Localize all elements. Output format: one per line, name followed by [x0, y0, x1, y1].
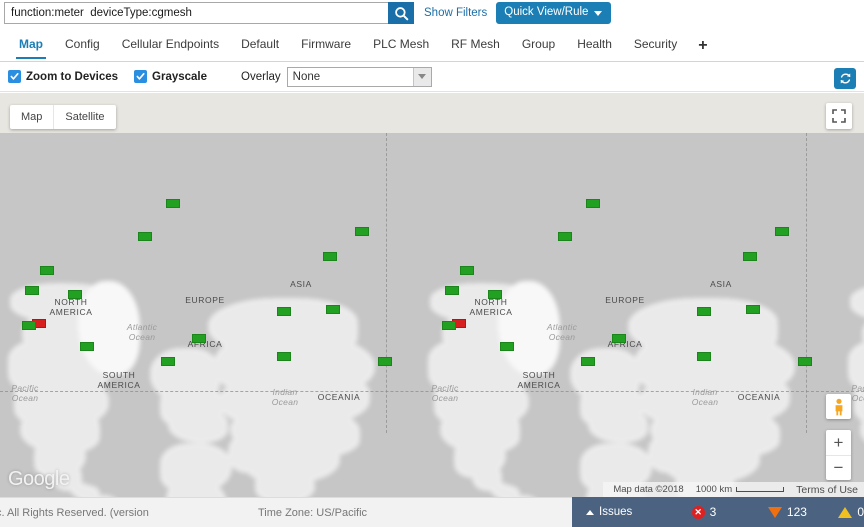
- major-issues-stat[interactable]: 123: [767, 505, 838, 519]
- map-scale-bar: 1000 km: [695, 484, 785, 495]
- device-marker[interactable]: [166, 199, 180, 208]
- zoom-out-button[interactable]: −: [826, 455, 851, 480]
- quick-view-rule-label: Quick View/Rule: [504, 6, 589, 19]
- overlay-select[interactable]: None: [286, 66, 432, 87]
- search-toolbar: Show Filters Quick View/Rule: [0, 0, 864, 26]
- device-marker[interactable]: [323, 252, 337, 261]
- device-marker[interactable]: [460, 266, 474, 275]
- device-marker[interactable]: [138, 232, 152, 241]
- street-view-pegman-button[interactable]: [826, 394, 851, 419]
- device-marker[interactable]: [743, 252, 757, 261]
- device-marker[interactable]: [500, 342, 514, 351]
- minor-count: 0: [857, 505, 864, 519]
- device-marker[interactable]: [378, 357, 392, 366]
- grayscale-checkbox[interactable]: [134, 70, 148, 83]
- device-marker[interactable]: [326, 305, 340, 314]
- device-marker[interactable]: [697, 352, 711, 361]
- device-marker[interactable]: [40, 266, 54, 275]
- device-marker[interactable]: [25, 286, 39, 295]
- chevron-down-icon: [594, 10, 603, 16]
- refresh-button[interactable]: [834, 68, 856, 89]
- device-marker[interactable]: [586, 199, 600, 208]
- device-marker[interactable]: [488, 290, 502, 299]
- show-filters-link[interactable]: Show Filters: [424, 7, 488, 19]
- zoom-to-devices-checkbox[interactable]: [8, 70, 21, 83]
- timezone-text: Time Zone: US/Pacific: [258, 506, 368, 519]
- quick-view-rule-button[interactable]: Quick View/Rule: [496, 2, 612, 24]
- device-marker[interactable]: [355, 227, 369, 236]
- search-button[interactable]: [388, 2, 414, 24]
- check-icon: [136, 72, 145, 80]
- map-canvas[interactable]: NORTH AMERICA SOUTH AMERICA EUROPE AFRICA ASIA…: [0, 133, 864, 497]
- refresh-icon: [840, 73, 850, 84]
- search-input[interactable]: [5, 3, 388, 23]
- issues-toggle[interactable]: Issues: [586, 506, 692, 518]
- tab-cellular-endpoints[interactable]: Cellular Endpoints: [121, 37, 220, 51]
- issues-label: Issues: [599, 506, 633, 518]
- tab-config[interactable]: Config: [65, 37, 100, 51]
- device-marker[interactable]: [798, 357, 812, 366]
- tab-rf-mesh[interactable]: RF Mesh: [451, 37, 500, 51]
- device-marker[interactable]: [161, 357, 175, 366]
- map-scale-ruler: [736, 487, 785, 492]
- grayscale-label[interactable]: Grayscale: [152, 70, 208, 83]
- map-scale-label: 1000 km: [695, 484, 733, 495]
- device-marker[interactable]: [68, 290, 82, 299]
- terms-of-use-link[interactable]: Terms of Use: [796, 483, 858, 496]
- critical-issues-stat[interactable]: ✕ 3: [691, 505, 768, 519]
- device-marker[interactable]: [192, 334, 206, 343]
- device-marker[interactable]: [445, 286, 459, 295]
- device-marker[interactable]: [80, 342, 94, 351]
- street-view-pegman-icon: [835, 398, 842, 415]
- map-options-bar: Zoom to Devices Grayscale Overlay None: [0, 62, 864, 92]
- tab-security[interactable]: Security: [633, 37, 678, 51]
- issues-status-bar: Issues ✕ 3 123 0: [572, 497, 864, 527]
- device-marker[interactable]: [612, 334, 626, 343]
- critical-count: 3: [709, 505, 717, 519]
- critical-icon: ✕: [691, 505, 705, 519]
- search-icon: [394, 6, 408, 20]
- device-marker[interactable]: [775, 227, 789, 236]
- major-warning-icon: [767, 506, 782, 518]
- chevron-down-icon: [412, 67, 431, 86]
- device-marker[interactable]: [558, 232, 572, 241]
- fullscreen-icon: [832, 109, 846, 123]
- major-count: 123: [786, 505, 807, 519]
- tab-map[interactable]: Map: [8, 32, 54, 59]
- map-type-switcher: Map Satellite: [10, 105, 116, 129]
- map-type-satellite[interactable]: Satellite: [53, 105, 115, 129]
- tab-firmware[interactable]: Firmware: [301, 37, 352, 51]
- device-marker[interactable]: [442, 321, 456, 330]
- grayscale-group: Grayscale: [134, 70, 207, 83]
- device-marker[interactable]: [22, 321, 36, 330]
- search-field-wrapper: [4, 2, 414, 24]
- overlay-label: Overlay: [241, 70, 281, 83]
- check-icon: [10, 72, 19, 80]
- copyright-text: c. All Rights Reserved. (version: [0, 506, 149, 519]
- minor-issues-stat[interactable]: 0: [838, 505, 864, 519]
- minor-warning-icon: [838, 506, 853, 518]
- fullscreen-button[interactable]: [826, 103, 852, 129]
- map-attribution-bar: Map data ©2018 1000 km Terms of Use: [603, 482, 864, 497]
- map-panel: NORTH AMERICA SOUTH AMERICA EUROPE AFRICA ASIA…: [0, 93, 864, 497]
- map-type-map[interactable]: Map: [21, 111, 43, 123]
- device-marker[interactable]: [581, 357, 595, 366]
- zoom-to-devices-group: Zoom to Devices: [8, 70, 118, 83]
- chevron-up-icon: [586, 509, 594, 515]
- map-zoom-controls: + −: [826, 430, 851, 480]
- device-marker[interactable]: [746, 305, 760, 314]
- tab-plc-mesh[interactable]: PLC Mesh: [373, 37, 430, 51]
- zoom-in-button[interactable]: +: [833, 432, 844, 452]
- device-marker[interactable]: [697, 307, 711, 316]
- add-tab-button[interactable]: +: [698, 36, 708, 54]
- overlay-selected-value: None: [292, 70, 321, 83]
- tab-default[interactable]: Default: [241, 37, 280, 51]
- tab-group[interactable]: Group: [521, 37, 556, 51]
- device-marker[interactable]: [277, 352, 291, 361]
- zoom-to-devices-label[interactable]: Zoom to Devices: [26, 70, 119, 83]
- tab-bar: Map Config Cellular Endpoints Default Fi…: [0, 30, 864, 62]
- map-data-attribution: Map data ©2018: [613, 484, 684, 495]
- tab-health[interactable]: Health: [577, 37, 612, 51]
- device-marker[interactable]: [277, 307, 291, 316]
